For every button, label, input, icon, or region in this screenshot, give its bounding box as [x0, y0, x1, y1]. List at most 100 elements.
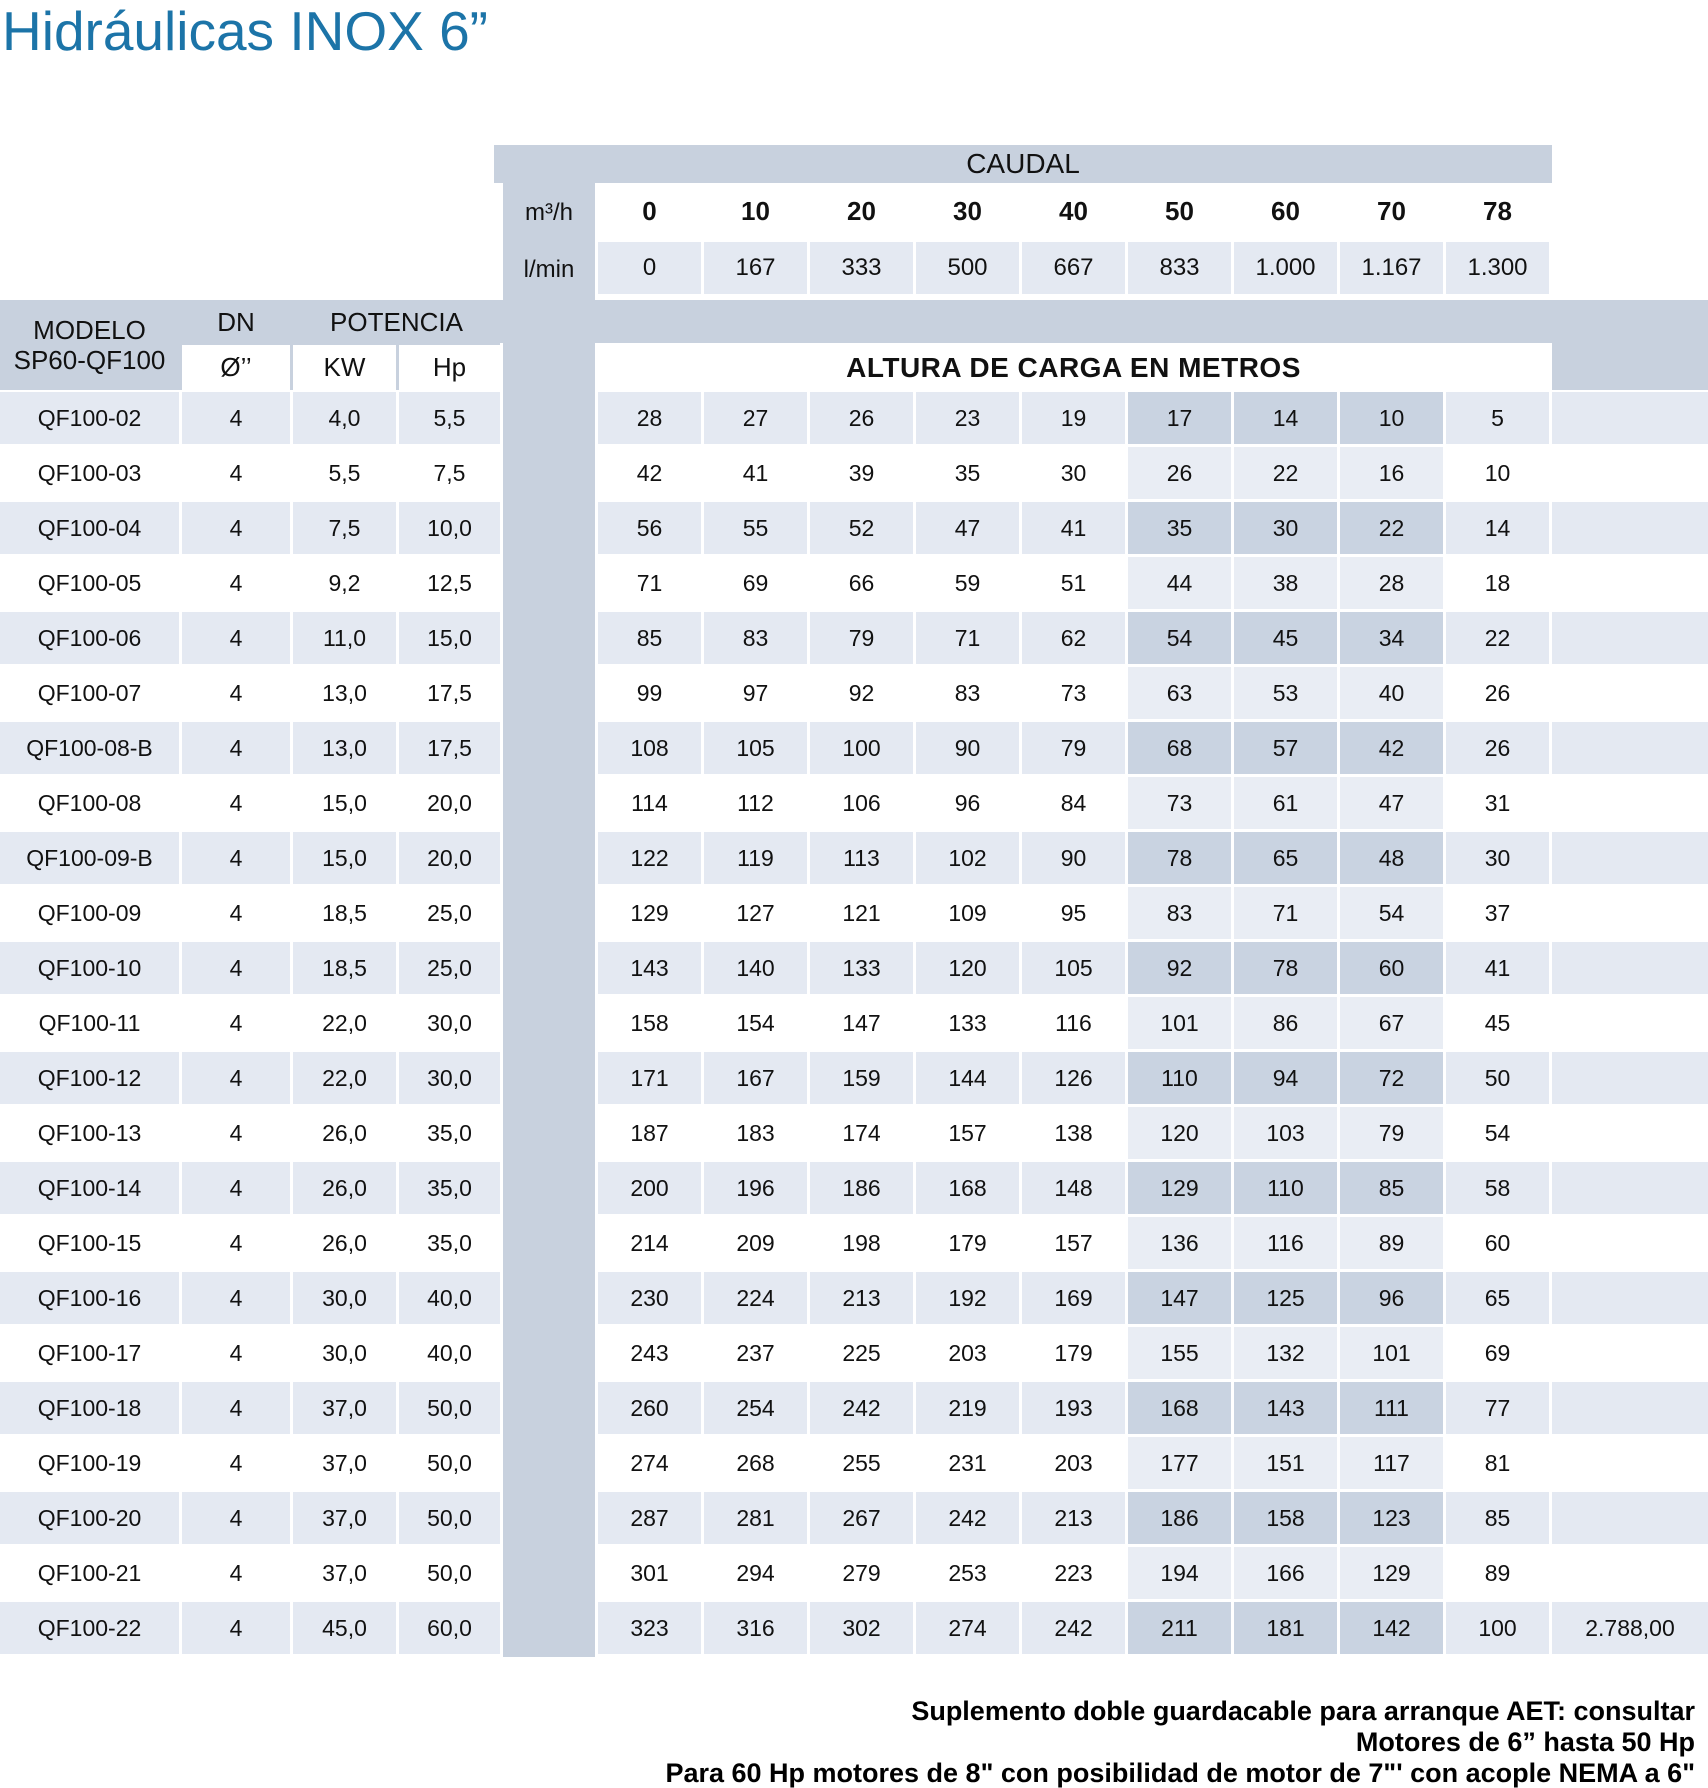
head-cell: 117	[1340, 1437, 1443, 1489]
head-cell: 169	[1022, 1272, 1125, 1324]
table-row: QF100-16 4 30,0 40,0 230 224 213 192 169 147 125 96…	[0, 1272, 1708, 1324]
head-cell: 110	[1128, 1052, 1231, 1104]
table-row: QF100-11 4 22,0 30,0 158 154 147 133 116 101 86 67 4…	[0, 997, 1708, 1049]
table-row: QF100-14 4 26,0 35,0 200 196 186 168 148 129 110 85…	[0, 1162, 1708, 1214]
head-cell: 302	[810, 1602, 913, 1654]
hp-cell: 50,0	[399, 1437, 500, 1489]
head-cell: 54	[1340, 887, 1443, 939]
head-cell: 183	[704, 1107, 807, 1159]
flow-lmin-cell: 1.000	[1234, 242, 1337, 294]
head-cell: 323	[598, 1602, 701, 1654]
head-cell: 56	[598, 502, 701, 554]
head-cell: 116	[1234, 1217, 1337, 1269]
head-cell: 209	[704, 1217, 807, 1269]
dn-cell: 4	[182, 1052, 290, 1104]
hp-cell: 20,0	[399, 832, 500, 884]
extra-cell	[1552, 1107, 1708, 1159]
head-cell: 60	[1446, 1217, 1549, 1269]
model-cell: QF100-18	[0, 1382, 179, 1434]
head-cell: 186	[810, 1162, 913, 1214]
head-cell: 99	[598, 667, 701, 719]
flow-lmin-cell: 167	[704, 242, 807, 294]
head-cell: 144	[916, 1052, 1019, 1104]
dn-cell: 4	[182, 667, 290, 719]
head-cell: 84	[1022, 777, 1125, 829]
head-cell: 123	[1340, 1492, 1443, 1544]
kw-cell: 18,5	[293, 887, 396, 939]
dn-cell: 4	[182, 1547, 290, 1599]
gap-spacer	[503, 1547, 595, 1599]
extra-cell: 2.788,00	[1552, 1602, 1708, 1654]
extra-cell	[1552, 1327, 1708, 1379]
head-cell: 274	[916, 1602, 1019, 1654]
hp-cell: 5,5	[399, 392, 500, 444]
head-cell: 127	[704, 887, 807, 939]
head-cell: 42	[1340, 722, 1443, 774]
head-cell: 101	[1340, 1327, 1443, 1379]
footer-notes: Suplemento doble guardacable para arranq…	[665, 1696, 1695, 1788]
extra-cell	[1552, 722, 1708, 774]
head-cell: 129	[1340, 1547, 1443, 1599]
head-cell: 71	[916, 612, 1019, 664]
head-cell: 37	[1446, 887, 1549, 939]
model-cell: QF100-12	[0, 1052, 179, 1104]
head-cell: 47	[1340, 777, 1443, 829]
model-cell: QF100-05	[0, 557, 179, 609]
kw-header: KW	[293, 345, 396, 390]
head-cell: 138	[1022, 1107, 1125, 1159]
hp-header: Hp	[399, 345, 500, 390]
head-cell: 109	[916, 887, 1019, 939]
table-row: QF100-03 4 5,5 7,5 42 41 39 35 30 26 22 16 10	[0, 447, 1708, 499]
head-cell: 179	[1022, 1327, 1125, 1379]
dn-cell: 4	[182, 1107, 290, 1159]
kw-cell: 30,0	[293, 1272, 396, 1324]
head-cell: 242	[810, 1382, 913, 1434]
head-cell: 59	[916, 557, 1019, 609]
extra-cell	[1552, 1217, 1708, 1269]
head-cell: 41	[704, 447, 807, 499]
kw-cell: 13,0	[293, 722, 396, 774]
gap-spacer	[503, 557, 595, 609]
head-cell: 214	[598, 1217, 701, 1269]
head-cell: 112	[704, 777, 807, 829]
head-cell: 177	[1128, 1437, 1231, 1489]
flow-lmin-cell: 1.300	[1446, 242, 1549, 294]
kw-cell: 15,0	[293, 832, 396, 884]
head-cell: 168	[1128, 1382, 1231, 1434]
head-cell: 85	[1340, 1162, 1443, 1214]
gap-spacer	[503, 722, 595, 774]
head-cell: 54	[1128, 612, 1231, 664]
head-cell: 55	[704, 502, 807, 554]
head-cell: 27	[704, 392, 807, 444]
head-cell: 79	[1340, 1107, 1443, 1159]
head-cell: 198	[810, 1217, 913, 1269]
model-cell: QF100-19	[0, 1437, 179, 1489]
head-cell: 143	[1234, 1382, 1337, 1434]
head-cell: 143	[598, 942, 701, 994]
head-cell: 181	[1234, 1602, 1337, 1654]
head-cell: 54	[1446, 1107, 1549, 1159]
kw-cell: 37,0	[293, 1492, 396, 1544]
head-cell: 79	[1022, 722, 1125, 774]
dn-cell: 4	[182, 777, 290, 829]
gap-spacer	[503, 997, 595, 1049]
extra-cell	[1552, 887, 1708, 939]
gap-spacer	[503, 777, 595, 829]
extra-cell	[1552, 1052, 1708, 1104]
head-cell: 10	[1446, 447, 1549, 499]
head-cell: 242	[1022, 1602, 1125, 1654]
table-row: QF100-04 4 7,5 10,0 56 55 52 47 41 35 30 22 14	[0, 502, 1708, 554]
head-cell: 110	[1234, 1162, 1337, 1214]
head-cell: 129	[598, 887, 701, 939]
head-cell: 213	[810, 1272, 913, 1324]
head-cell: 158	[1234, 1492, 1337, 1544]
head-cell: 22	[1446, 612, 1549, 664]
hp-cell: 40,0	[399, 1272, 500, 1324]
note-line: Motores de 6” hasta 50 Hp	[1355, 1727, 1695, 1757]
head-cell: 193	[1022, 1382, 1125, 1434]
hp-cell: 35,0	[399, 1107, 500, 1159]
modelo-header: MODELO SP60-QF100	[0, 300, 179, 390]
head-cell: 120	[916, 942, 1019, 994]
head-cell: 44	[1128, 557, 1231, 609]
gap-spacer	[503, 942, 595, 994]
